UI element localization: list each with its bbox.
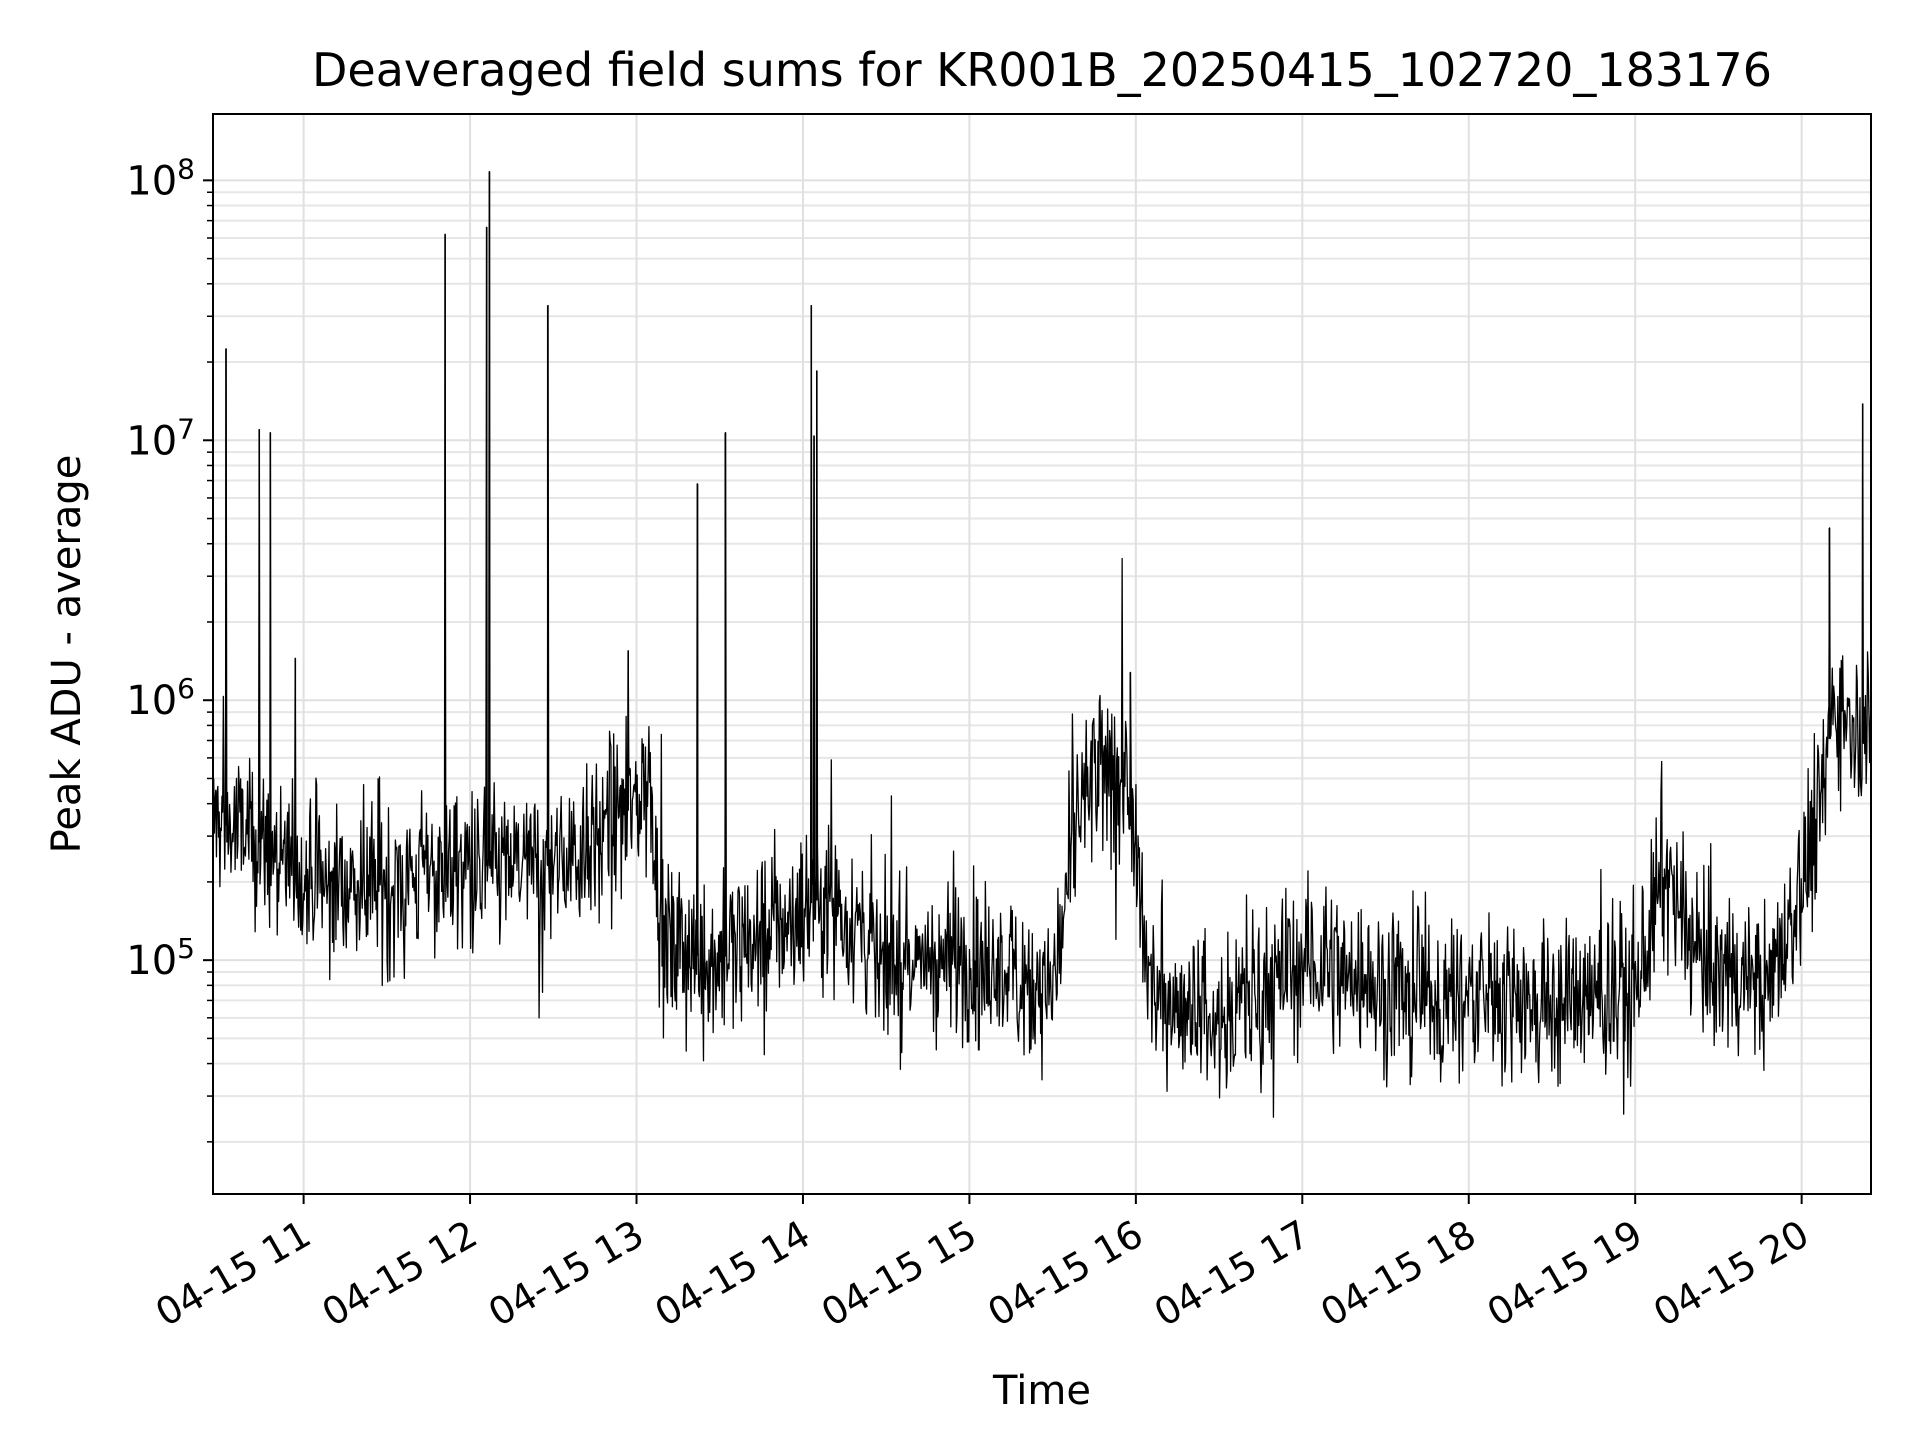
y-tick-label: 105 (126, 932, 195, 984)
grid-layer (213, 114, 1871, 1194)
data-layer (212, 171, 1872, 1118)
y-tick-label: 108 (126, 152, 195, 204)
chart-title: Deaveraged field sums for KR001B_2025041… (312, 43, 1772, 97)
y-axis-label: Peak ADU - average (44, 455, 90, 854)
plot-frame (212, 113, 1872, 1195)
y-tick-label: 107 (126, 412, 195, 464)
x-axis-label: Time (992, 1368, 1091, 1414)
y-tick-label: 106 (126, 672, 195, 724)
